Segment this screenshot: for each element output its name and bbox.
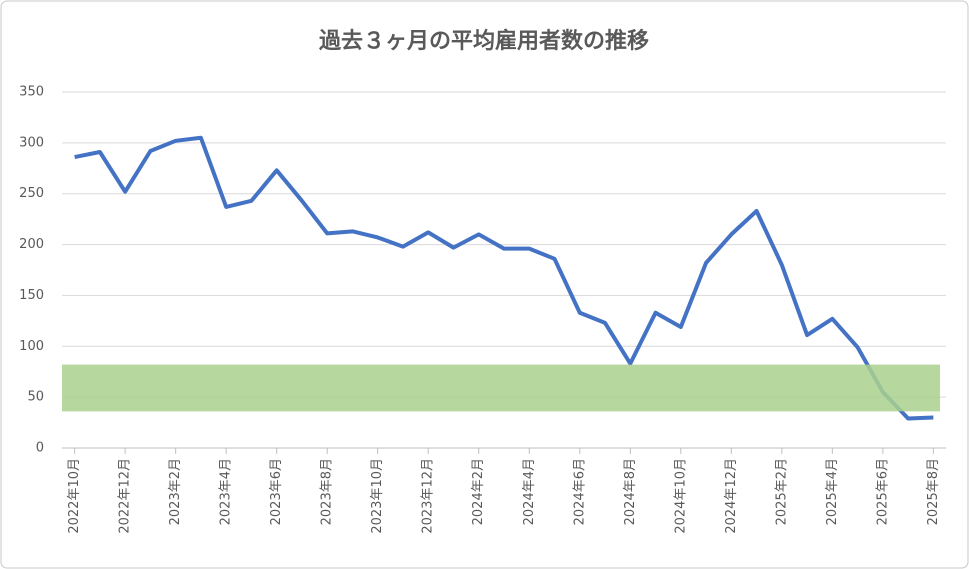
y-tick-label: 100 [19,339,44,354]
x-tick-label: 2024年4月 [522,458,537,525]
x-tick-label: 2024年6月 [572,458,587,525]
y-tick-label: 0 [36,441,44,456]
chart-title: 過去３ヶ月の平均雇用者数の推移 [319,28,649,54]
x-tick-label: 2022年12月 [118,458,133,534]
x-tick-label: 2024年12月 [724,458,739,534]
x-tick-label: 2022年10月 [67,458,82,534]
x-tick-label: 2025年2月 [774,458,789,525]
y-tick-label: 200 [19,237,44,252]
x-tick-label: 2025年4月 [825,458,840,525]
x-tick-label: 2023年12月 [421,458,436,534]
x-tick-label: 2023年2月 [168,458,183,525]
x-tick-label: 2024年2月 [471,458,486,525]
y-tick-label: 350 [19,85,44,100]
target-band [62,364,940,412]
x-tick-label: 2023年6月 [269,458,284,525]
x-tick-label: 2025年8月 [926,458,941,525]
x-tick-label: 2024年10月 [673,458,688,534]
x-tick-label: 2023年4月 [219,458,234,525]
y-tick-label: 300 [19,135,44,150]
x-tick-label: 2024年8月 [623,458,638,525]
x-tick-label: 2023年10月 [370,458,385,534]
y-tick-label: 250 [19,186,44,201]
y-tick-label: 150 [19,288,44,303]
x-tick-label: 2025年6月 [875,458,890,525]
y-tick-label: 50 [27,390,44,405]
x-tick-label: 2023年8月 [320,458,335,525]
line [74,135,934,421]
